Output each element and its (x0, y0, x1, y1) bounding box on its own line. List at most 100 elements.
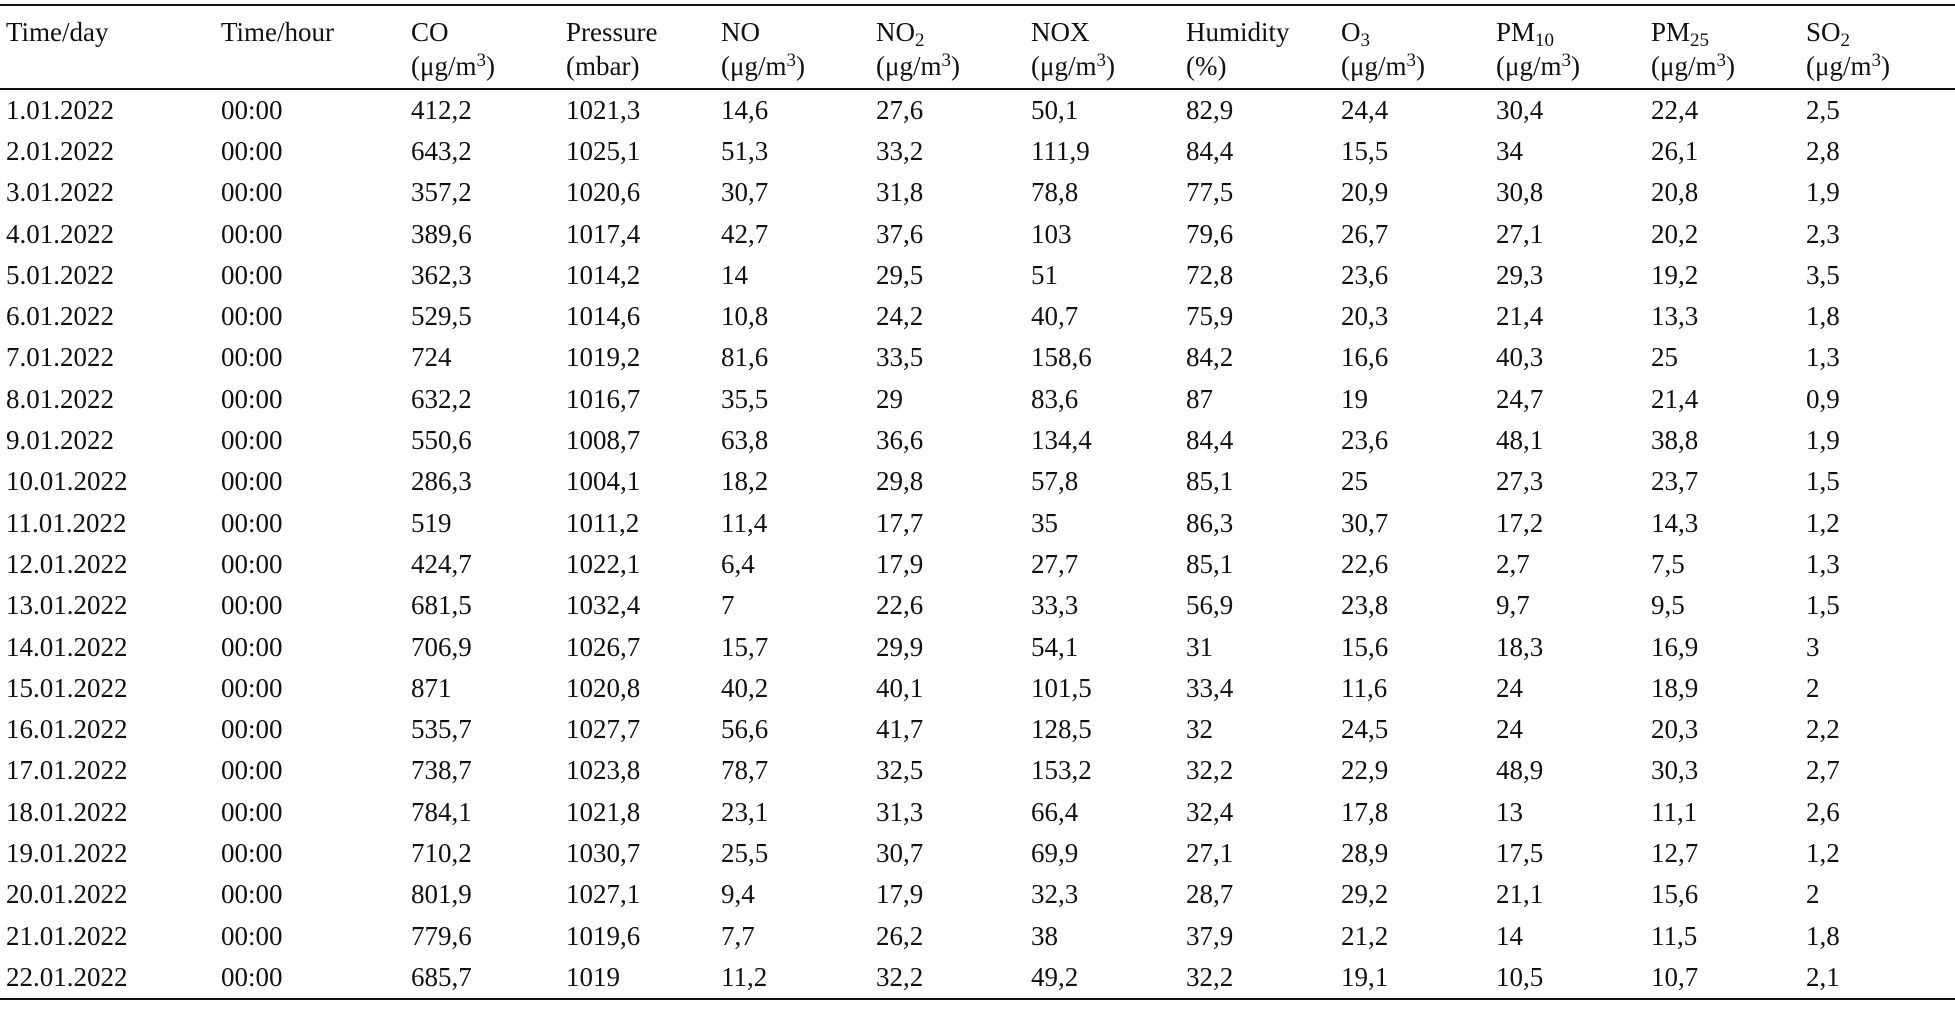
table-cell: 40,3 (1496, 342, 1544, 373)
table-cell: 31,3 (876, 796, 924, 827)
table-cell: 20.01.2022 (6, 879, 128, 910)
table-cell: 779,6 (411, 920, 472, 951)
air-quality-table: Time/day Time/hour CO (μg/m3) Pressure (mbar)… (0, 4, 1955, 1001)
column-header-label: CO (411, 17, 449, 47)
table-cell: 357,2 (411, 177, 472, 208)
table-cell: 412,2 (411, 94, 472, 125)
table-cell: 681,5 (411, 590, 472, 621)
table-cell: 66,4 (1031, 796, 1079, 827)
column-header-superscript: 3 (1561, 49, 1571, 71)
table-row: 1.01.2022 00:00 412,2 1021,3 14,6 27,6 50,1 82,… (0, 89, 1955, 131)
column-header-label: O (1341, 17, 1361, 47)
table-row: 16.01.2022 00:00 535,7 1027,7 56,6 41,7 128,5 3… (0, 709, 1955, 750)
table-cell: 1020,6 (566, 177, 641, 208)
table-cell: 2.01.2022 (6, 135, 114, 166)
table-cell: 00:00 (221, 425, 283, 456)
table-cell: 17,9 (876, 548, 924, 579)
column-header-superscript: 3 (786, 49, 796, 71)
table-cell: 784,1 (411, 796, 472, 827)
column-header-label: SO (1806, 17, 1841, 47)
table-cell: 19.01.2022 (6, 837, 128, 868)
column-header-label: Humidity (1186, 17, 1290, 47)
table-cell: 22,9 (1341, 755, 1389, 786)
table-cell: 1030,7 (566, 837, 641, 868)
table-cell: 00:00 (221, 755, 283, 786)
header-row: Time/day Time/hour CO (μg/m3) Pressure (mbar)… (0, 4, 1955, 90)
table-cell: 1,8 (1806, 920, 1840, 951)
table-cell: 15,6 (1651, 879, 1699, 910)
table-cell: 29,5 (876, 259, 924, 290)
table-cell: 00:00 (221, 135, 283, 166)
table-cell: 29,9 (876, 631, 924, 662)
column-header-name: PM10 (1496, 16, 1645, 50)
table-cell: 24 (1496, 672, 1523, 703)
column-header: O3 (μg/m3) (1335, 4, 1490, 90)
table-cell: 8.01.2022 (6, 383, 114, 414)
column-header: Pressure (mbar) (560, 4, 715, 90)
table-cell: 1008,7 (566, 425, 641, 456)
table-cell: 21,4 (1496, 301, 1544, 332)
table-cell: 18,9 (1651, 672, 1699, 703)
column-header: Humidity (%) (1180, 4, 1335, 90)
table-cell: 15,7 (721, 631, 769, 662)
table-cell: 25,5 (721, 837, 769, 868)
table-cell: 1,3 (1806, 548, 1840, 579)
table-cell: 16,6 (1341, 342, 1389, 373)
table-cell: 529,5 (411, 301, 472, 332)
column-header: CO (μg/m3) (405, 4, 560, 90)
table-cell: 00:00 (221, 218, 283, 249)
table-cell: 550,6 (411, 425, 472, 456)
table-cell: 15,5 (1341, 135, 1389, 166)
column-header-label: PM (1651, 17, 1691, 47)
table-cell: 37,9 (1186, 920, 1234, 951)
column-header-superscript: 3 (1096, 49, 1106, 71)
table-cell: 3.01.2022 (6, 177, 114, 208)
table-cell: 29,2 (1341, 879, 1389, 910)
table-cell: 24,5 (1341, 714, 1389, 745)
table-cell: 29 (876, 383, 903, 414)
table-cell: 16.01.2022 (6, 714, 128, 745)
table-cell: 1016,7 (566, 383, 641, 414)
column-header-unit: (mbar) (566, 50, 715, 84)
table-cell: 27,6 (876, 94, 924, 125)
column-header-subscript: 25 (1690, 30, 1710, 51)
column-header-unit: (%) (1186, 50, 1335, 84)
table-cell: 1,2 (1806, 837, 1840, 868)
table-row: 4.01.2022 00:00 389,6 1017,4 42,7 37,6 103 79,6… (0, 213, 1955, 254)
table-cell: 18,3 (1496, 631, 1544, 662)
table-cell: 29,3 (1496, 259, 1544, 290)
column-header-unit-text: (%) (1186, 50, 1227, 81)
column-header-name: CO (411, 16, 560, 50)
table-cell: 1019,2 (566, 342, 641, 373)
table-row: 22.01.2022 00:00 685,7 1019 11,2 32,2 49,2 32,2… (0, 956, 1955, 1001)
column-header-unit-close: ) (485, 50, 495, 81)
table-cell: 3,5 (1806, 259, 1840, 290)
column-header-unit-text: (μg/m (876, 50, 942, 81)
column-header-label: NO (721, 17, 760, 47)
table-cell: 26,2 (876, 920, 924, 951)
table-cell: 21,2 (1341, 920, 1389, 951)
column-header-name: NO2 (876, 16, 1025, 50)
table-cell: 41,7 (876, 714, 924, 745)
table-cell: 11,4 (721, 507, 768, 538)
table-cell: 14,3 (1651, 507, 1699, 538)
table-cell: 17,8 (1341, 796, 1389, 827)
table-cell: 29,8 (876, 466, 924, 497)
table-cell: 37,6 (876, 218, 924, 249)
table-cell: 24,4 (1341, 94, 1389, 125)
table-cell: 3 (1806, 631, 1820, 662)
table-cell: 30,7 (1341, 507, 1389, 538)
table-cell: 11,1 (1651, 796, 1698, 827)
table-cell: 18.01.2022 (6, 796, 128, 827)
column-header-label: Time/day (6, 17, 109, 47)
column-header-name: Time/hour (221, 16, 405, 50)
table-cell: 38 (1031, 920, 1058, 951)
column-header-unit: (μg/m3) (1651, 50, 1800, 84)
table-cell: 2 (1806, 879, 1820, 910)
table-cell: 54,1 (1031, 631, 1079, 662)
table-cell: 286,3 (411, 466, 472, 497)
column-header-unit: (μg/m3) (876, 50, 1025, 84)
table-cell: 16,9 (1651, 631, 1699, 662)
table-cell: 362,3 (411, 259, 472, 290)
table-cell: 00:00 (221, 301, 283, 332)
